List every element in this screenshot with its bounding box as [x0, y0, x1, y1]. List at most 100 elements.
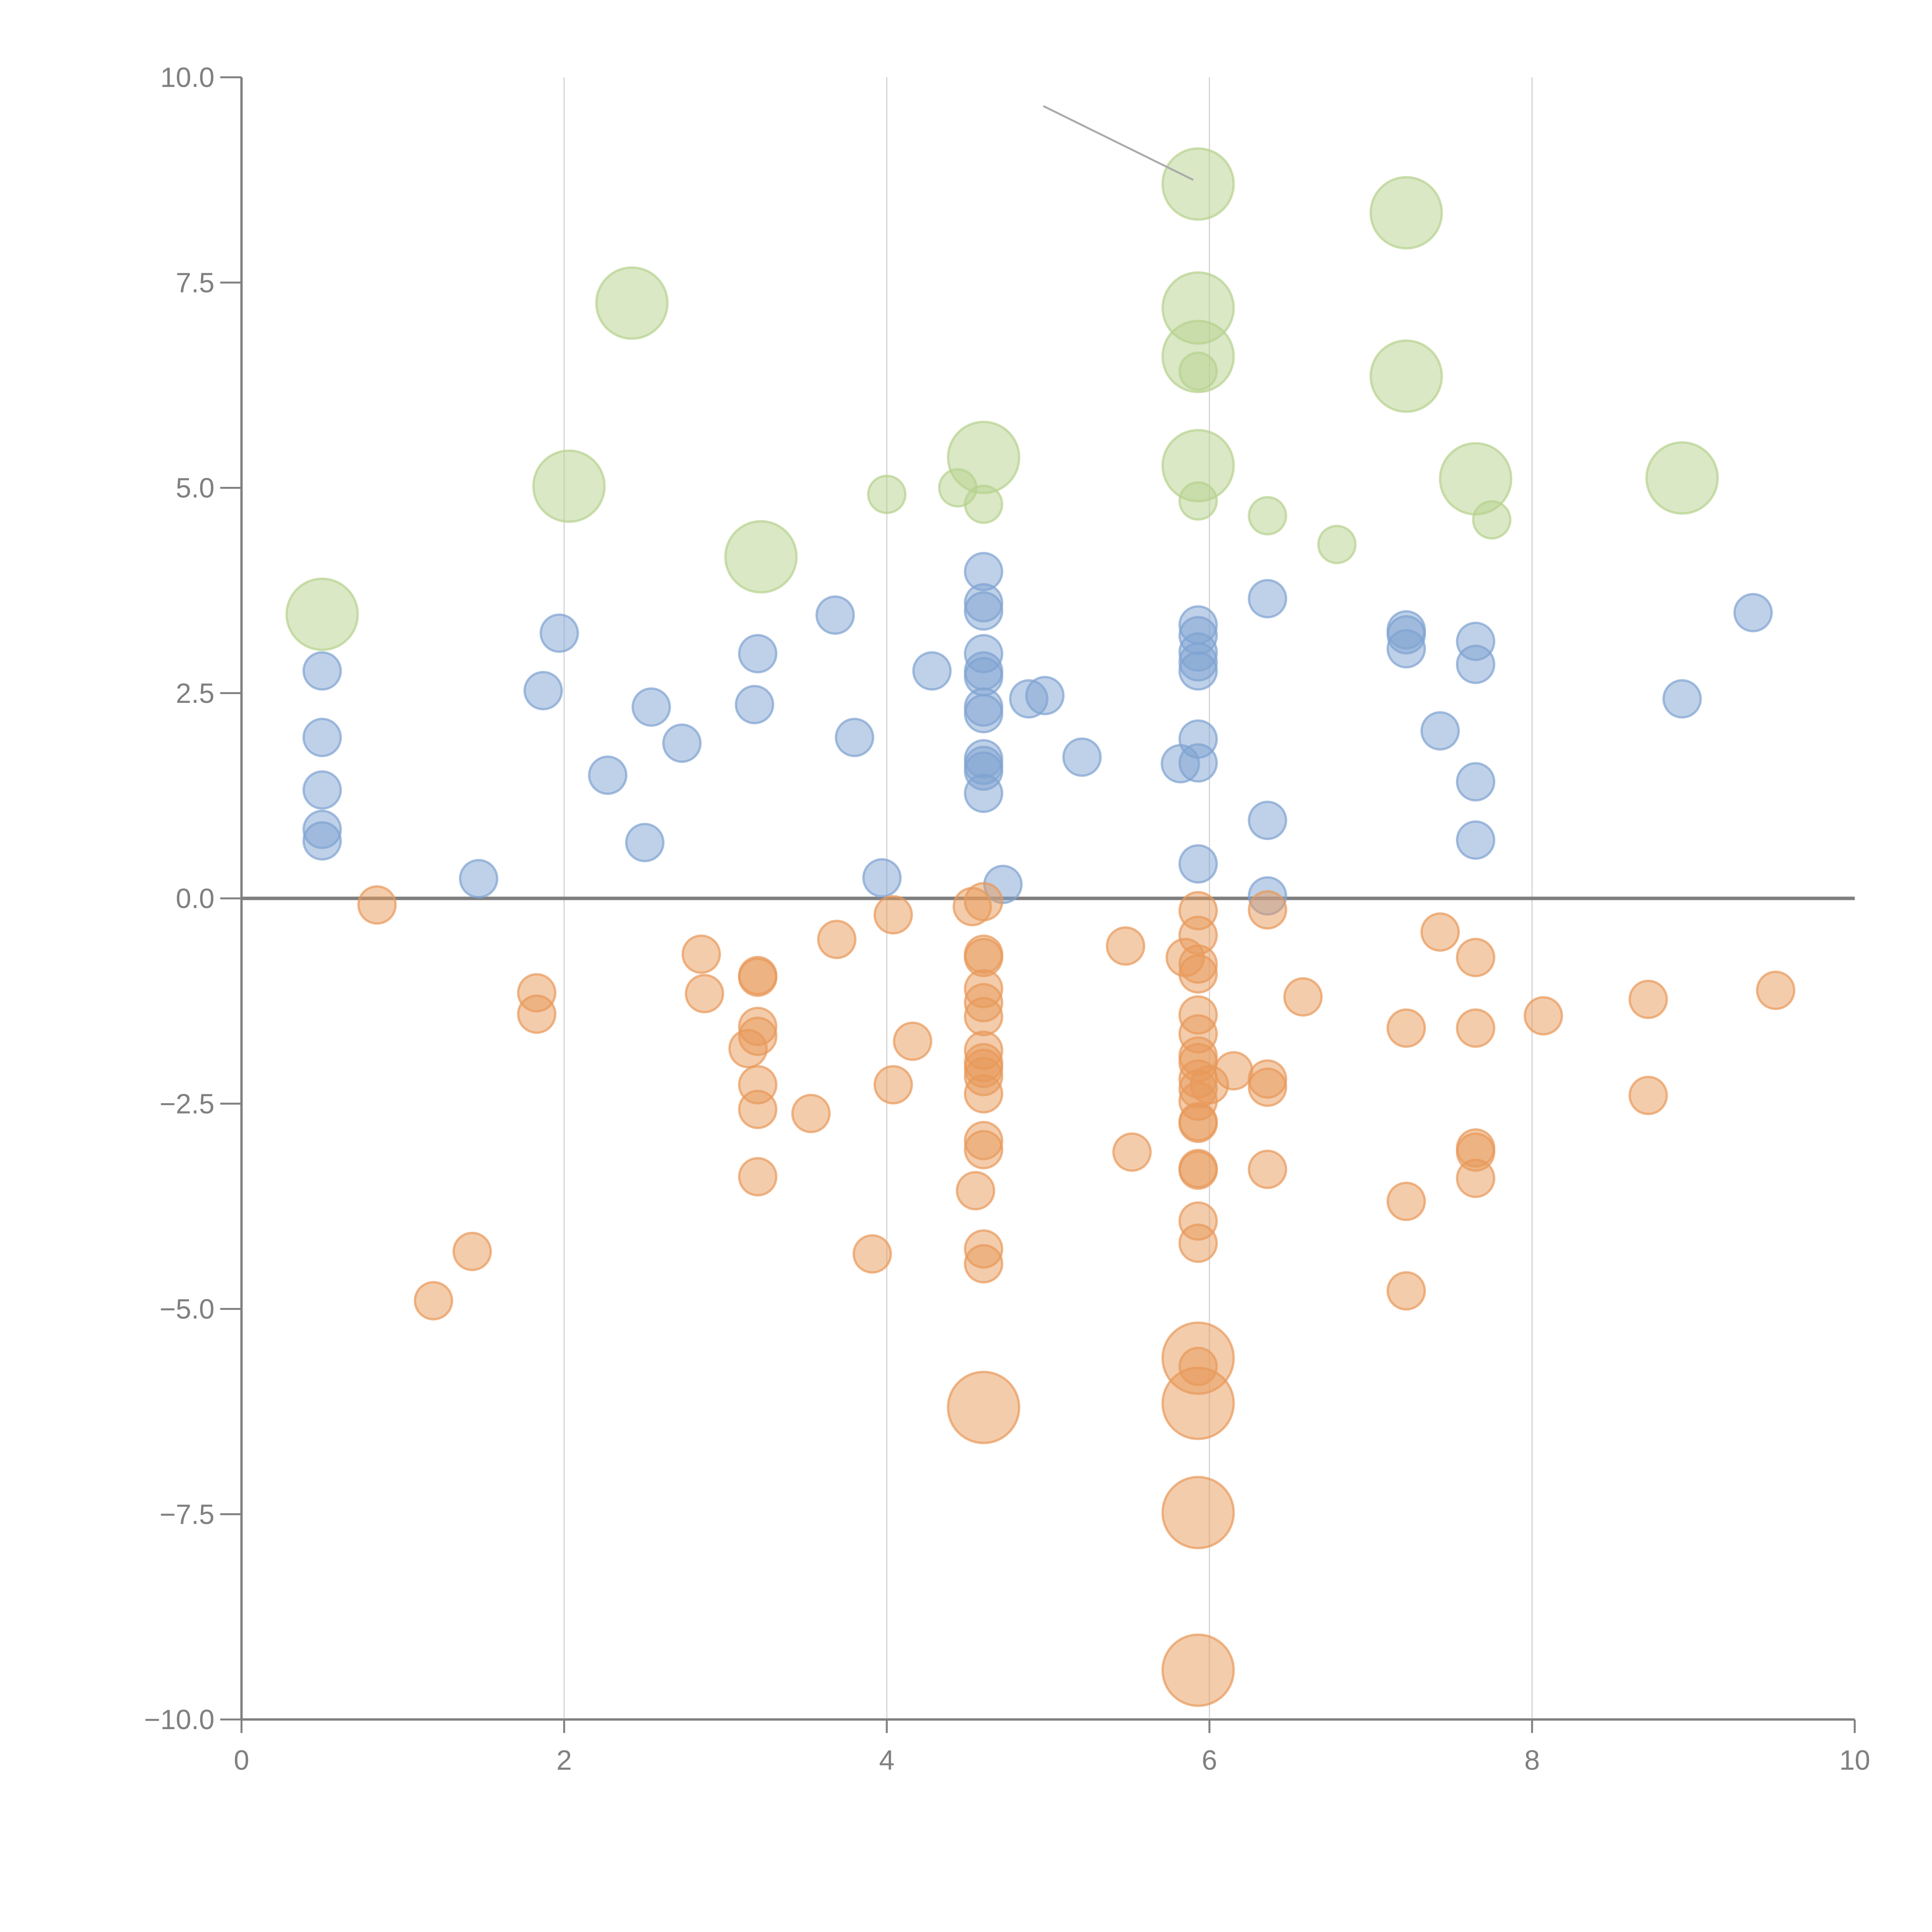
- orange-point-14: [738, 1157, 777, 1197]
- blue-point-33: [1062, 737, 1102, 777]
- orange-point-53: [1178, 1104, 1218, 1143]
- blue-point-54: [1662, 679, 1702, 719]
- y-tick-label-5: −2.5: [160, 1088, 214, 1119]
- orange-point-38: [1105, 926, 1145, 966]
- y-tick-label-7: −7.5: [160, 1499, 214, 1530]
- blue-point-11: [662, 723, 702, 763]
- blue-point-16: [862, 858, 902, 898]
- y-axis-ticks: 10.0 7.5 5.0 2.5 0.0 −2.5 −5.0 −7.5 −10.0: [144, 62, 242, 1735]
- green-large-point-5: [1161, 147, 1235, 221]
- blue-point-25: [964, 694, 1003, 733]
- green-large-point-9: [1369, 176, 1443, 250]
- orange-point-18: [873, 895, 913, 935]
- orange-point-67: [1386, 1182, 1426, 1221]
- orange-point-65: [1283, 977, 1323, 1017]
- blue-point-9: [625, 823, 665, 862]
- orange-point-8: [738, 957, 777, 997]
- y-tick-label-2: 5.0: [176, 473, 214, 504]
- y-tick-label-4: 0.0: [176, 883, 214, 914]
- x-tick-label-6: 6: [1202, 1745, 1217, 1776]
- green-large-point-3: [724, 520, 798, 594]
- blue-point-49: [1420, 711, 1460, 751]
- green-point-5: [1248, 496, 1287, 536]
- blue-point-14: [815, 595, 855, 635]
- orange-point-78: [1756, 971, 1796, 1010]
- blue-point-5: [459, 859, 498, 898]
- orange-point-34: [964, 1130, 1003, 1170]
- green-large-point-10: [1369, 339, 1443, 413]
- blue-point-15: [835, 718, 874, 757]
- blue-point-52: [1456, 762, 1495, 802]
- x-tick-label-2: 2: [556, 1745, 572, 1776]
- orange-point-27: [964, 997, 1003, 1036]
- orange-large-point-2: [1161, 1366, 1235, 1440]
- blue-point-39: [1178, 651, 1218, 691]
- blue-point-42: [1178, 844, 1218, 884]
- orange-point-11: [728, 1029, 768, 1068]
- y-tick-label-1: 7.5: [176, 267, 214, 298]
- blue-point-44: [1248, 801, 1287, 840]
- blue-point-6: [523, 671, 563, 711]
- blue-point-10: [631, 687, 671, 727]
- annotation-leader-line: [1043, 105, 1194, 181]
- orange-point-55: [1178, 1150, 1218, 1190]
- green-large-point-12: [1645, 441, 1719, 515]
- x-tick-label-8: 8: [1524, 1745, 1540, 1776]
- blue-point-8: [588, 755, 628, 795]
- blue-point-41: [1178, 743, 1218, 783]
- orange-point-74: [1456, 1158, 1495, 1198]
- blue-point-51: [1456, 645, 1495, 684]
- orange-point-57: [1178, 1223, 1218, 1263]
- orange-point-32: [964, 1074, 1003, 1114]
- orange-point-69: [1420, 912, 1460, 952]
- x-tick-label-0: 0: [234, 1745, 249, 1776]
- green-large-point-1: [532, 449, 606, 523]
- y-tick-label-3: 2.5: [176, 678, 214, 709]
- orange-point-22: [964, 882, 1003, 922]
- orange-large-point-4: [1161, 1633, 1235, 1707]
- orange-point-68: [1386, 1271, 1426, 1311]
- y-tick-label-0: 10.0: [160, 62, 214, 93]
- orange-point-70: [1456, 938, 1495, 977]
- orange-point-39: [1112, 1132, 1152, 1172]
- orange-point-35: [956, 1171, 995, 1211]
- orange-large-point-3: [1161, 1476, 1235, 1549]
- blue-point-32: [1025, 676, 1065, 716]
- orange-point-2: [452, 1231, 492, 1271]
- orange-point-19: [873, 1065, 913, 1105]
- orange-point-71: [1456, 1008, 1495, 1048]
- green-point-6: [1317, 525, 1357, 565]
- green-large-point-7: [1161, 320, 1235, 393]
- blue-point-53: [1456, 820, 1495, 860]
- blue-point-2: [302, 770, 342, 810]
- green-point-0: [867, 474, 906, 514]
- orange-point-0: [357, 885, 397, 925]
- orange-point-61: [1248, 890, 1287, 930]
- green-large-point-4: [947, 420, 1020, 494]
- green-large-point-8: [1161, 429, 1235, 503]
- orange-point-4: [517, 994, 557, 1034]
- orange-point-6: [685, 974, 724, 1014]
- data-points: [285, 147, 1796, 1707]
- blue-point-13: [735, 685, 774, 724]
- blue-point-12: [738, 634, 777, 673]
- orange-point-15: [791, 1094, 831, 1133]
- blue-point-20: [964, 591, 1003, 631]
- orange-point-60: [1214, 1051, 1253, 1091]
- blue-point-4: [302, 821, 342, 861]
- blue-point-43: [1248, 579, 1287, 619]
- annotation-leaders: [1043, 105, 1194, 181]
- orange-point-16: [817, 920, 857, 959]
- blue-point-55: [1733, 593, 1773, 633]
- orange-point-75: [1524, 996, 1563, 1036]
- orange-large-point-0: [947, 1371, 1020, 1444]
- blue-point-1: [302, 718, 342, 757]
- x-tick-label-10: 10: [1839, 1745, 1870, 1776]
- green-large-point-0: [285, 577, 359, 651]
- orange-point-44: [1178, 954, 1218, 994]
- orange-point-1: [413, 1281, 453, 1321]
- orange-point-13: [738, 1090, 777, 1129]
- blue-point-0: [302, 651, 342, 691]
- y-tick-label-6: −5.0: [160, 1294, 214, 1325]
